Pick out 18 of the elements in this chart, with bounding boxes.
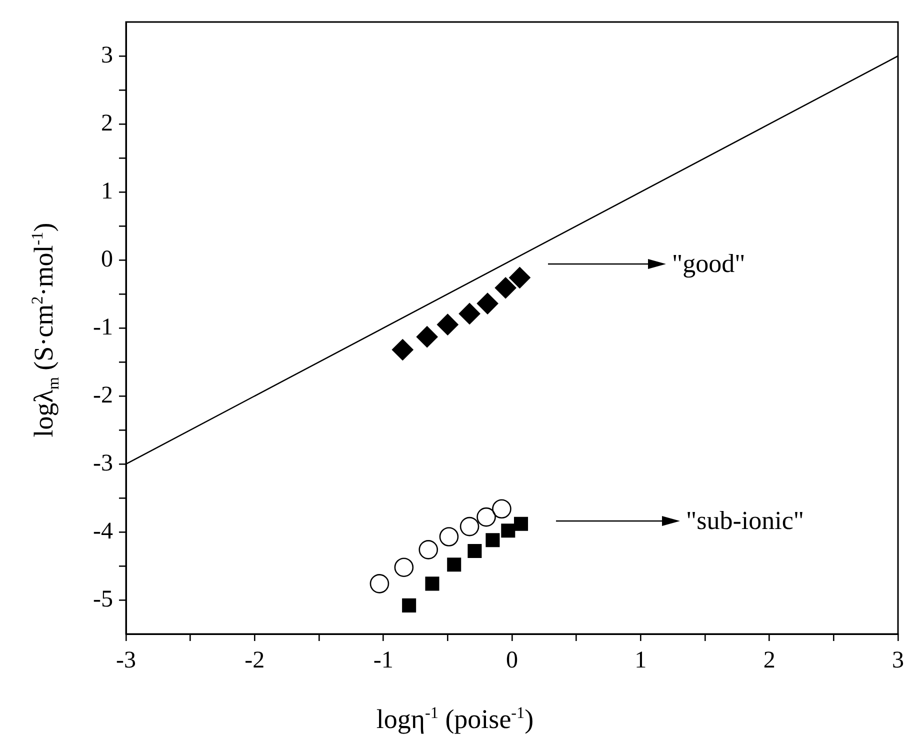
y-tick-label: -5 (93, 586, 113, 612)
y-tick-label: 2 (101, 110, 113, 136)
x-tick-label: -1 (373, 648, 394, 674)
y-tick-label: 0 (101, 246, 113, 272)
x-tick-label: 2 (763, 648, 776, 674)
x-tick-label: 3 (892, 648, 904, 674)
annotation: "good" (672, 248, 746, 280)
y-tick-label: -2 (93, 382, 113, 408)
y-tick-label: -4 (93, 518, 113, 544)
x-tick-label: 0 (506, 648, 518, 674)
y-tick-label: 3 (101, 42, 113, 68)
y-tick-label: 1 (101, 178, 113, 204)
x-tick-label: 1 (634, 648, 647, 674)
annotation: "sub-ionic" (686, 505, 804, 537)
x-axis-title: logη$^{-1}$ (poise$^{-1}$) (375, 704, 535, 735)
y-tick-label: -1 (93, 314, 113, 340)
y-tick-label: -3 (93, 450, 113, 476)
x-tick-label: -2 (244, 648, 265, 674)
